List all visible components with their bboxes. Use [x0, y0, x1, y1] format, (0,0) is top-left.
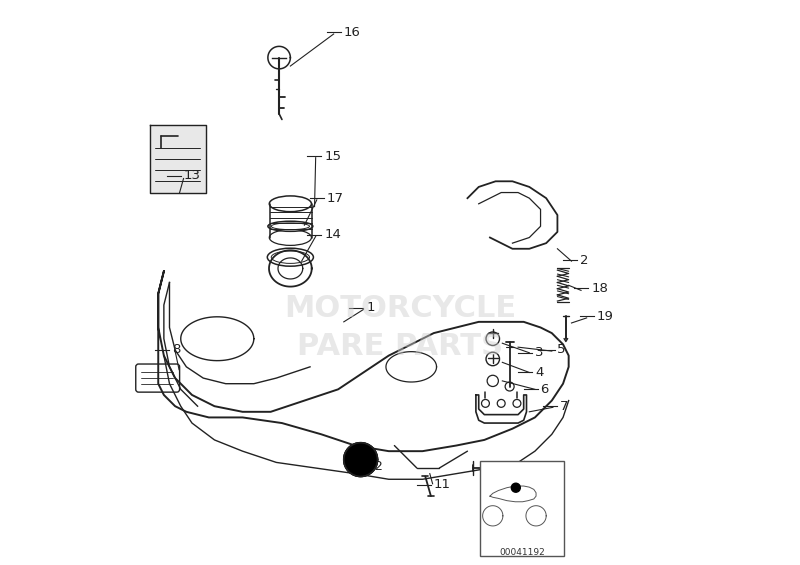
Text: 6: 6: [541, 383, 549, 396]
Text: 13: 13: [183, 169, 201, 182]
Text: MOTORCYCLE
PARE PARTS: MOTORCYCLE PARE PARTS: [284, 294, 516, 361]
FancyBboxPatch shape: [136, 364, 180, 392]
Text: 7: 7: [560, 399, 569, 412]
Circle shape: [511, 483, 520, 492]
Ellipse shape: [270, 229, 311, 245]
FancyBboxPatch shape: [480, 461, 564, 557]
Text: 14: 14: [324, 228, 341, 241]
Text: 1: 1: [366, 301, 374, 314]
Text: 2: 2: [580, 254, 589, 267]
Ellipse shape: [267, 248, 314, 266]
Ellipse shape: [271, 251, 310, 263]
Text: 11: 11: [434, 479, 450, 492]
Text: 15: 15: [324, 150, 341, 163]
Text: 17: 17: [327, 192, 344, 205]
Text: 8: 8: [172, 344, 181, 357]
Polygon shape: [150, 125, 206, 193]
Ellipse shape: [268, 221, 313, 231]
Text: 19: 19: [597, 310, 614, 323]
Text: 18: 18: [591, 281, 608, 294]
Text: 5: 5: [558, 344, 566, 357]
Text: 10: 10: [524, 462, 541, 475]
Text: 4: 4: [535, 366, 543, 379]
Text: 3: 3: [535, 346, 543, 359]
Text: 16: 16: [344, 26, 361, 39]
Text: 12: 12: [366, 460, 383, 473]
Ellipse shape: [270, 196, 311, 212]
Text: 00041192: 00041192: [500, 548, 546, 557]
Circle shape: [344, 443, 378, 476]
Ellipse shape: [271, 223, 310, 229]
